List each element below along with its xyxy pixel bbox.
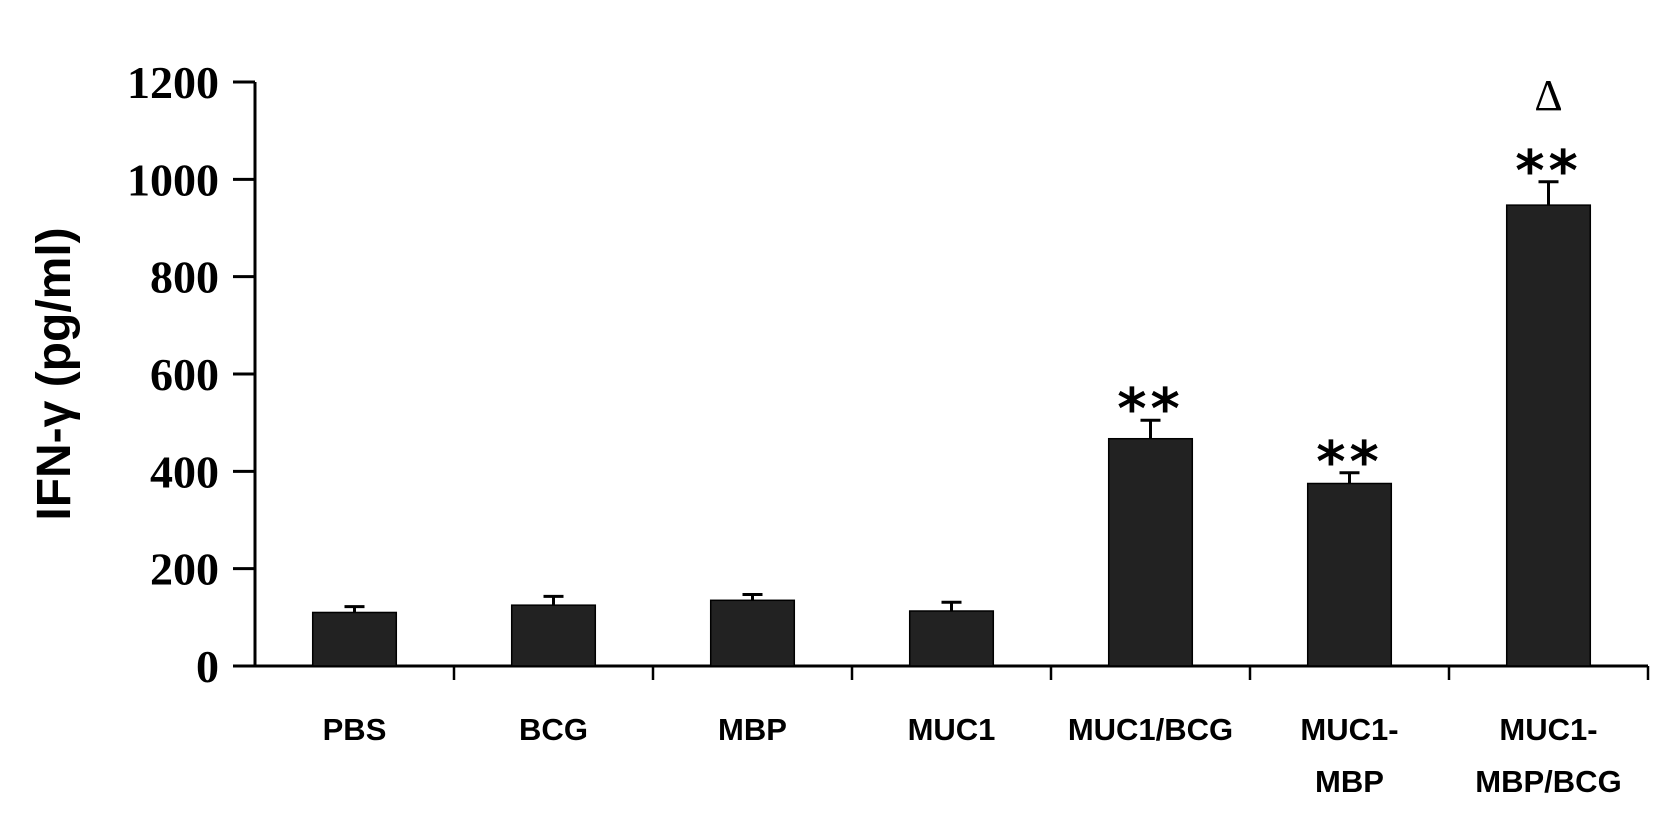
y-tick-label: 1200	[127, 57, 219, 108]
bars-group	[311, 204, 1592, 667]
y-tick-label: 0	[196, 641, 219, 692]
significance-annotation: **	[1117, 377, 1184, 442]
x-tick-label: MUC1-MBP	[1300, 712, 1398, 799]
y-tick-label: 400	[150, 446, 219, 497]
bar	[908, 610, 995, 667]
y-tick-label: 800	[150, 252, 219, 303]
significance-annotation: **	[1515, 139, 1582, 204]
y-axis-label: IFN-γ (pg/ml)	[28, 227, 81, 520]
y-tick-label: 600	[150, 349, 219, 400]
x-tick-label: MBP	[718, 712, 787, 747]
bar	[709, 599, 796, 667]
error-bars-group	[344, 180, 1559, 613]
y-tick-label: 200	[150, 544, 219, 595]
bar	[1107, 437, 1194, 667]
y-axis: 0 200 400 600 800 1000 1200	[127, 57, 257, 692]
y-tick-label: 1000	[127, 154, 219, 205]
bar	[1505, 204, 1592, 667]
bar	[311, 611, 398, 667]
x-axis: PBS BCG MBP MUC1 MUC1/BCG MUC1-MBP MUC1-MBP/BC…	[255, 664, 1650, 799]
significance-annotation: **	[1316, 430, 1383, 495]
x-tick-label: PBS	[323, 712, 387, 747]
bar	[1306, 482, 1393, 667]
delta-annotation: Δ	[1534, 71, 1562, 120]
bar	[510, 604, 597, 667]
annotations-group: ** ** ** Δ	[1117, 71, 1582, 495]
x-tick-label: MUC1-MBP/BCG	[1475, 712, 1621, 799]
x-tick-label: MUC1/BCG	[1068, 712, 1233, 747]
x-tick-label: BCG	[519, 712, 588, 747]
x-tick-label: MUC1	[908, 712, 996, 747]
